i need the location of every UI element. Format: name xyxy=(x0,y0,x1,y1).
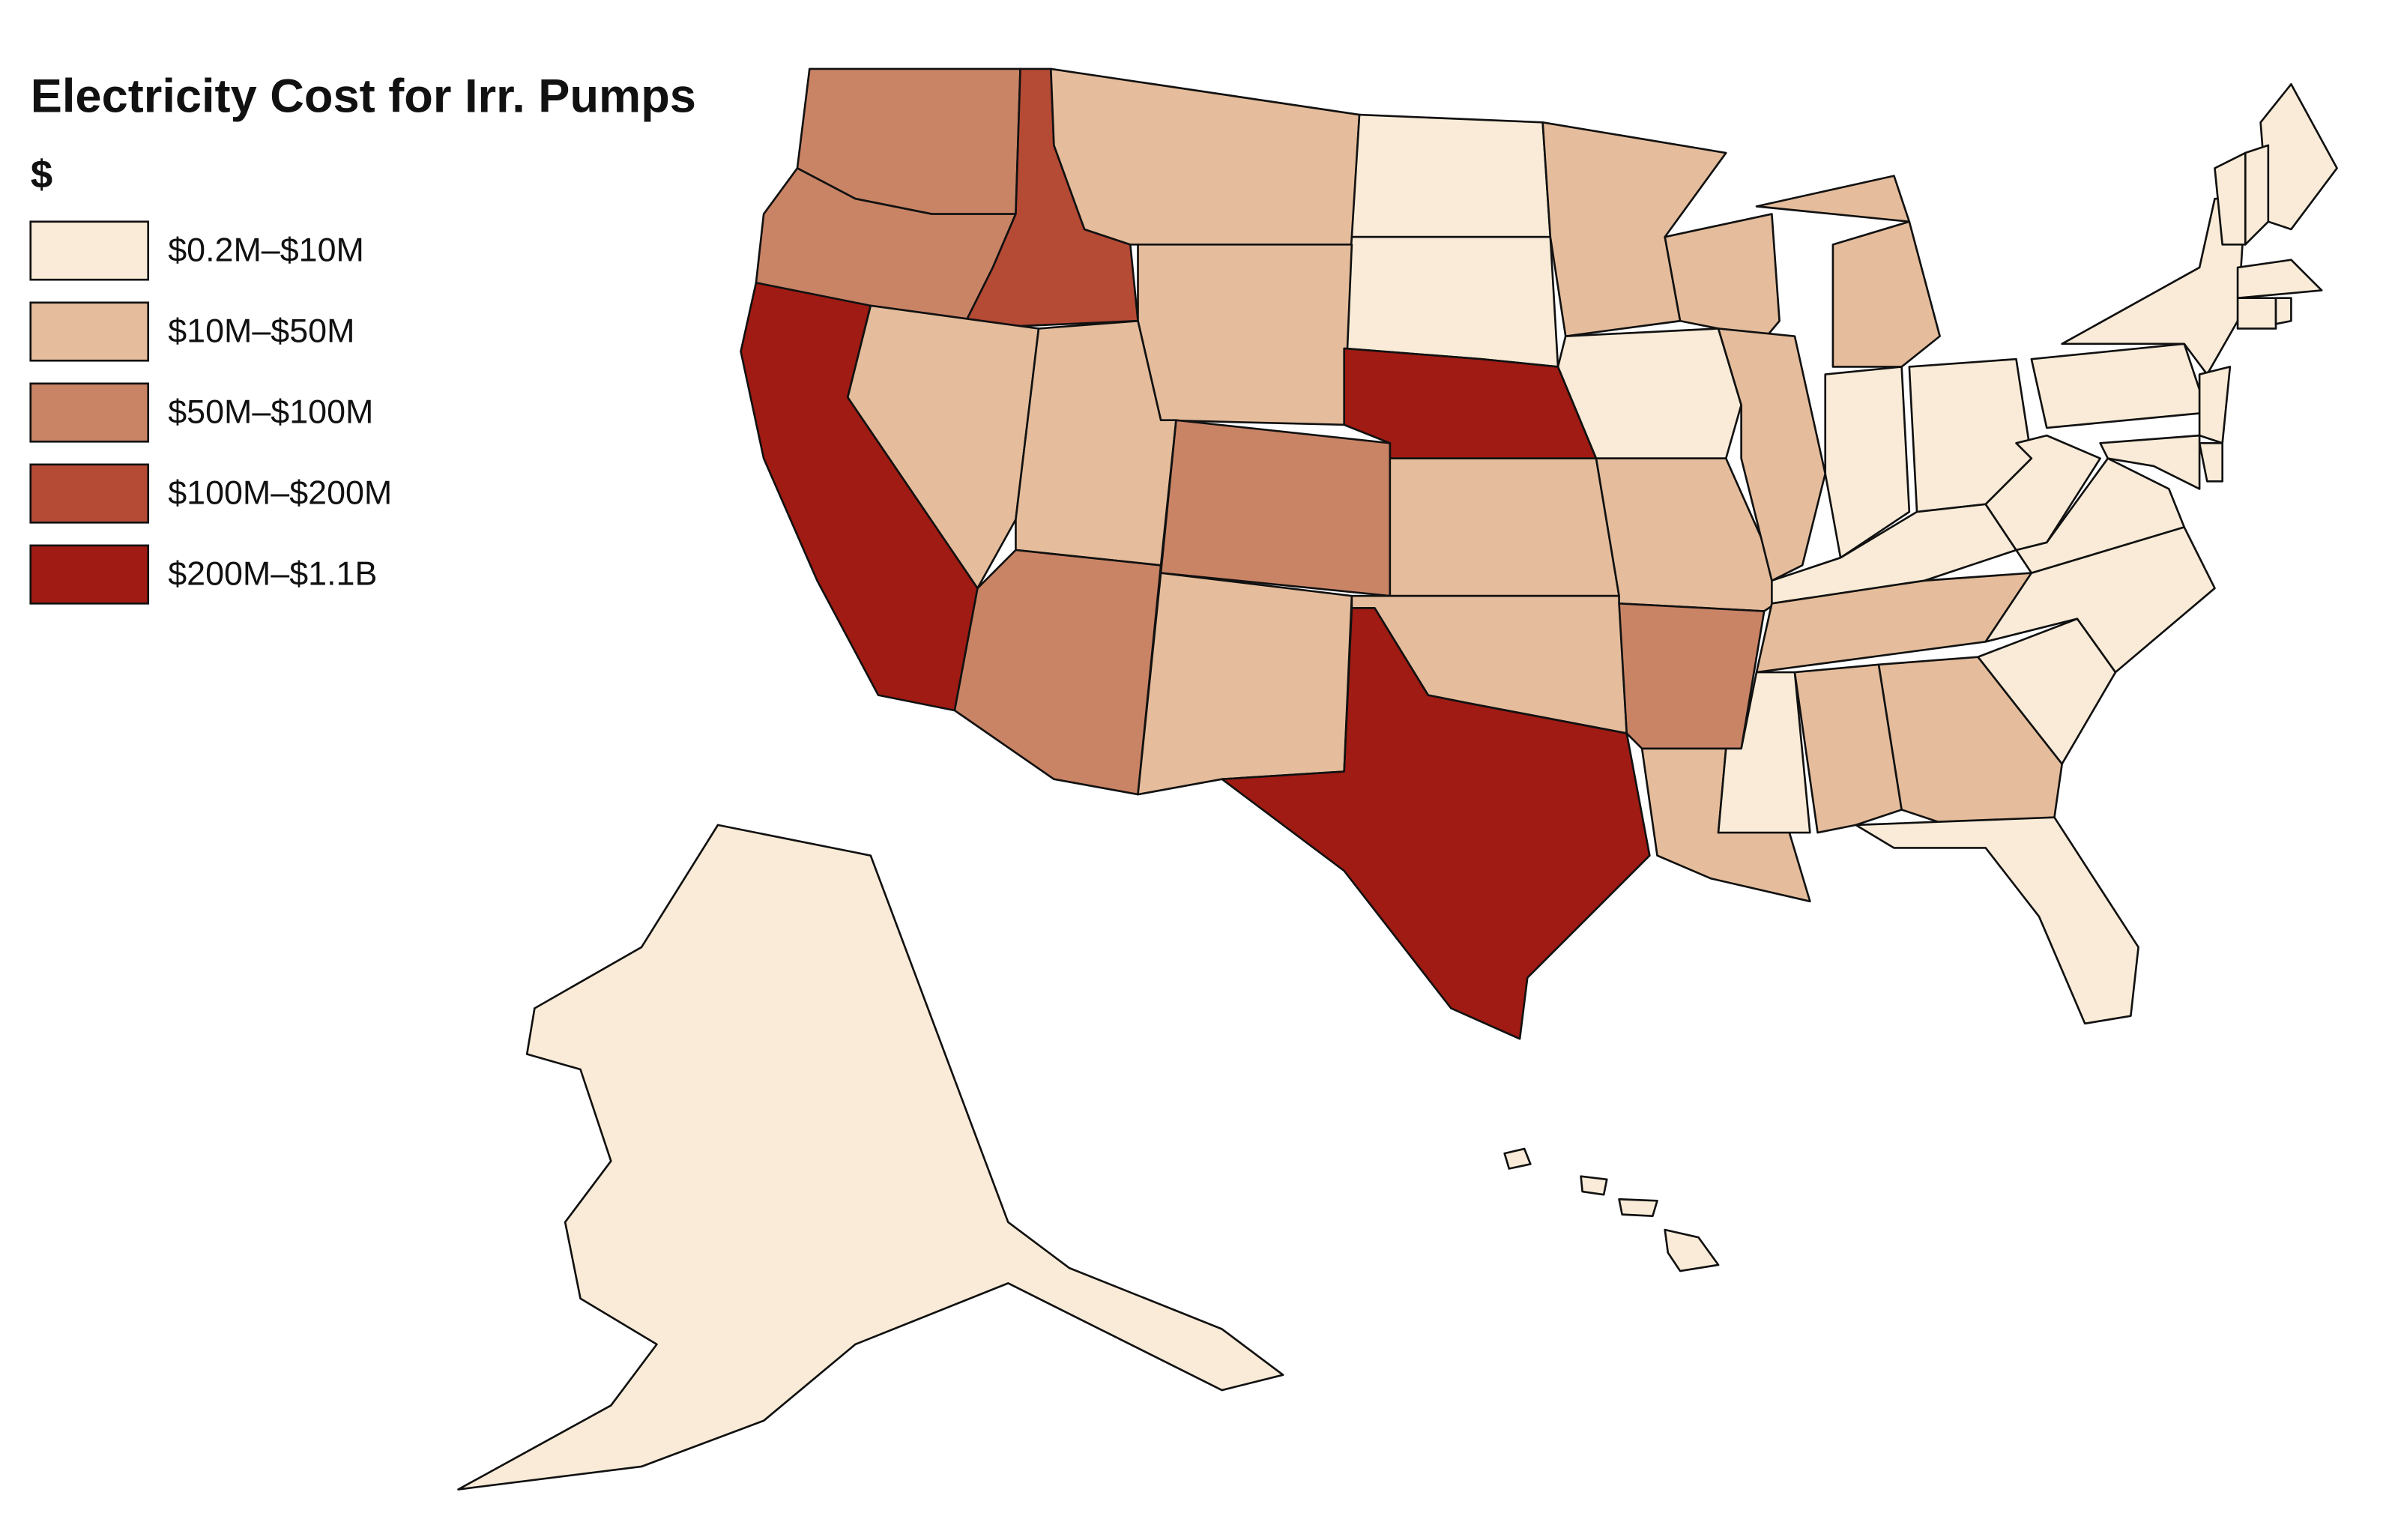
region xyxy=(1717,327,1827,582)
region xyxy=(1855,816,2139,1025)
region xyxy=(1159,419,1392,597)
region xyxy=(1221,607,1651,1040)
region xyxy=(2214,151,2247,246)
region xyxy=(2099,434,2201,490)
region xyxy=(2244,144,2270,246)
legend-label: $50M–$100M xyxy=(168,392,373,430)
region xyxy=(1343,235,1559,368)
region xyxy=(2198,441,2224,483)
map-title: Electricity Cost for Irr. Pumps xyxy=(31,70,696,122)
region xyxy=(2198,366,2232,444)
legend-swatch xyxy=(29,463,150,524)
legend-swatch xyxy=(29,220,150,281)
region xyxy=(1389,457,1620,597)
region xyxy=(1350,113,1552,238)
region xyxy=(2061,197,2247,375)
region xyxy=(457,824,1284,1491)
region xyxy=(2236,259,2323,300)
region xyxy=(1618,603,1766,750)
region xyxy=(1050,67,1361,246)
region xyxy=(2274,297,2292,325)
region xyxy=(1824,366,1911,559)
region xyxy=(1831,220,1941,368)
regions xyxy=(457,67,2338,1491)
legend-swatch xyxy=(29,301,150,362)
legend: $0.2M–$10M $10M–$50M $50M–$100M $100M–$200M… xyxy=(29,220,392,605)
region xyxy=(953,549,1162,796)
region xyxy=(2236,297,2277,330)
region xyxy=(1580,1175,1608,1196)
region xyxy=(1793,663,1903,834)
legend-label: $200M–$1.1B xyxy=(168,554,377,592)
legend-swatch xyxy=(29,544,150,605)
region xyxy=(2030,342,2208,429)
region xyxy=(1984,434,2101,552)
region xyxy=(1618,1198,1658,1217)
legend-swatch xyxy=(29,382,150,443)
region xyxy=(1137,572,1353,796)
region xyxy=(1503,1147,1532,1170)
legend-title: $ xyxy=(31,153,52,197)
region xyxy=(1137,244,1353,426)
region xyxy=(2259,82,2338,231)
region xyxy=(1664,1228,1720,1272)
region xyxy=(1755,175,1911,223)
legend-label: $10M–$50M xyxy=(168,311,354,349)
legend-label: $0.2M–$10M xyxy=(168,230,364,268)
region xyxy=(846,304,1040,590)
legend-label: $100M–$200M xyxy=(168,473,392,511)
